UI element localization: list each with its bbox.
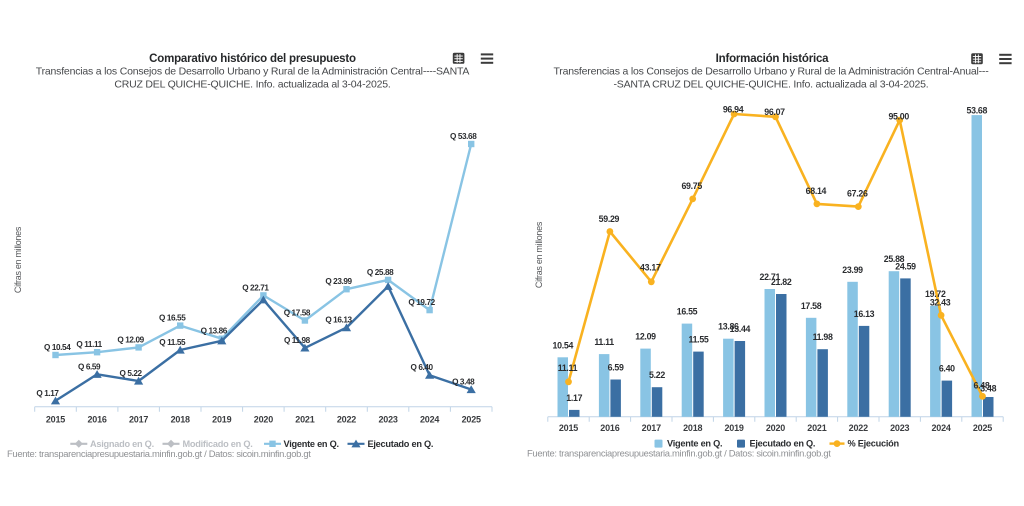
svg-text:10.54: 10.54 (553, 340, 574, 350)
svg-text:69.75: 69.75 (681, 181, 702, 191)
svg-text:16.55: 16.55 (677, 307, 698, 317)
svg-text:22.71: 22.71 (760, 272, 781, 282)
svg-text:6.40: 6.40 (939, 364, 955, 374)
svg-text:Comparativo histórico del pres: Comparativo histórico del presupuesto (149, 53, 356, 65)
svg-text:CRUZ DEL QUICHE-QUICHE. Info.: CRUZ DEL QUICHE-QUICHE. Info. actualizad… (114, 79, 390, 91)
svg-text:95.00: 95.00 (888, 112, 909, 122)
svg-text:2023: 2023 (378, 414, 397, 424)
svg-text:Q 22.71: Q 22.71 (242, 283, 269, 292)
svg-text:Ejecutado en Q.: Ejecutado en Q. (368, 439, 434, 449)
svg-text:2017: 2017 (642, 423, 661, 433)
svg-text:% Ejecución: % Ejecución (848, 439, 900, 449)
svg-text:Q 10.54: Q 10.54 (44, 343, 71, 352)
svg-text:Transferencias a los Consejos: Transferencias a los Consejos de Desarro… (553, 66, 989, 78)
svg-text:Fuente: transparenciapresupues: Fuente: transparenciapresupuestaria.minf… (7, 448, 311, 459)
svg-text:6.59: 6.59 (608, 363, 624, 373)
svg-text:59.29: 59.29 (599, 214, 620, 224)
svg-text:2024: 2024 (931, 423, 950, 433)
svg-text:11.55: 11.55 (688, 335, 708, 345)
svg-text:2021: 2021 (295, 414, 314, 424)
svg-text:2016: 2016 (600, 423, 619, 433)
svg-text:11.98: 11.98 (813, 332, 833, 342)
svg-text:Asignado en Q.: Asignado en Q. (90, 439, 154, 449)
svg-text:Q 11.98: Q 11.98 (284, 336, 311, 345)
svg-text:11.11: 11.11 (594, 337, 614, 347)
svg-text:Modificado en Q.: Modificado en Q. (183, 439, 253, 449)
svg-text:32.43: 32.43 (930, 297, 951, 307)
svg-text:Cifras en millones: Cifras en millones (13, 226, 23, 293)
svg-text:23.99: 23.99 (842, 265, 863, 275)
svg-text:Ejecutado en Q.: Ejecutado en Q. (750, 439, 816, 449)
svg-text:53.68: 53.68 (967, 106, 988, 116)
svg-text:Q 3.48: Q 3.48 (452, 378, 475, 387)
svg-text:Transfencias a los Consejos de: Transfencias a los Consejos de Desarroll… (36, 66, 470, 78)
svg-text:2017: 2017 (129, 414, 148, 424)
svg-text:1.17: 1.17 (566, 393, 582, 403)
svg-text:Q 5.22: Q 5.22 (120, 369, 143, 378)
svg-text:Q 12.09: Q 12.09 (117, 335, 144, 344)
svg-text:Q 11.55: Q 11.55 (159, 338, 186, 347)
svg-text:16.13: 16.13 (854, 309, 875, 319)
svg-text:6.48: 6.48 (974, 380, 990, 390)
svg-text:2025: 2025 (462, 414, 481, 424)
svg-text:Q 16.13: Q 16.13 (325, 316, 352, 325)
svg-text:2019: 2019 (212, 414, 231, 424)
svg-text:24.59: 24.59 (895, 261, 916, 271)
svg-text:67.26: 67.26 (847, 189, 868, 199)
svg-text:Información histórica: Información histórica (716, 53, 830, 65)
svg-text:Vigente en Q.: Vigente en Q. (667, 439, 722, 449)
svg-text:Q 23.99: Q 23.99 (325, 277, 352, 286)
svg-text:2020: 2020 (254, 414, 273, 424)
svg-text:2024: 2024 (420, 414, 439, 424)
svg-text:2016: 2016 (87, 414, 106, 424)
svg-text:2021: 2021 (807, 423, 826, 433)
svg-text:Q 25.88: Q 25.88 (367, 268, 394, 277)
svg-text:Q 6.59: Q 6.59 (78, 362, 101, 371)
svg-text:13.86: 13.86 (718, 322, 739, 332)
svg-text:12.09: 12.09 (635, 332, 656, 342)
svg-text:Q 53.68: Q 53.68 (450, 132, 477, 141)
svg-text:11.11: 11.11 (558, 363, 578, 373)
svg-text:43.17: 43.17 (640, 263, 661, 273)
svg-text:17.58: 17.58 (801, 301, 822, 311)
svg-text:Cifras en millones: Cifras en millones (534, 221, 544, 288)
svg-text:19.72: 19.72 (925, 289, 946, 299)
svg-text:68.14: 68.14 (806, 186, 827, 196)
svg-text:Q 1.17: Q 1.17 (36, 389, 59, 398)
svg-text:2020: 2020 (766, 423, 785, 433)
svg-text:Fuente: transparenciapresupues: Fuente: transparenciapresupuestaria.minf… (527, 448, 831, 459)
svg-text:96.94: 96.94 (723, 105, 744, 115)
svg-text:Q 11.11: Q 11.11 (76, 340, 102, 349)
svg-text:Vigente en Q.: Vigente en Q. (284, 439, 339, 449)
svg-text:2015: 2015 (559, 423, 578, 433)
svg-text:Q 17.58: Q 17.58 (284, 309, 311, 318)
svg-text:2019: 2019 (724, 423, 743, 433)
svg-text:3.48: 3.48 (980, 384, 996, 394)
svg-text:25.88: 25.88 (884, 254, 905, 264)
svg-text:96.07: 96.07 (764, 107, 785, 117)
svg-text:2023: 2023 (890, 423, 909, 433)
svg-text:Q 19.72: Q 19.72 (408, 298, 435, 307)
svg-text:2018: 2018 (171, 414, 190, 424)
svg-text:2025: 2025 (973, 423, 992, 433)
svg-text:Q 13.86: Q 13.86 (201, 327, 228, 336)
svg-text:Q 6.40: Q 6.40 (411, 363, 434, 372)
svg-text:Q 16.55: Q 16.55 (159, 314, 186, 323)
svg-text:5.22: 5.22 (649, 370, 665, 380)
svg-text:2022: 2022 (337, 414, 356, 424)
svg-text:2022: 2022 (849, 423, 868, 433)
svg-text:13.44: 13.44 (730, 324, 751, 334)
svg-text:2015: 2015 (46, 414, 65, 424)
svg-text:-SANTA CRUZ DEL QUICHE-QUICHE.: -SANTA CRUZ DEL QUICHE-QUICHE. Info. act… (614, 79, 929, 91)
svg-text:21.82: 21.82 (771, 277, 792, 287)
svg-text:2018: 2018 (683, 423, 702, 433)
